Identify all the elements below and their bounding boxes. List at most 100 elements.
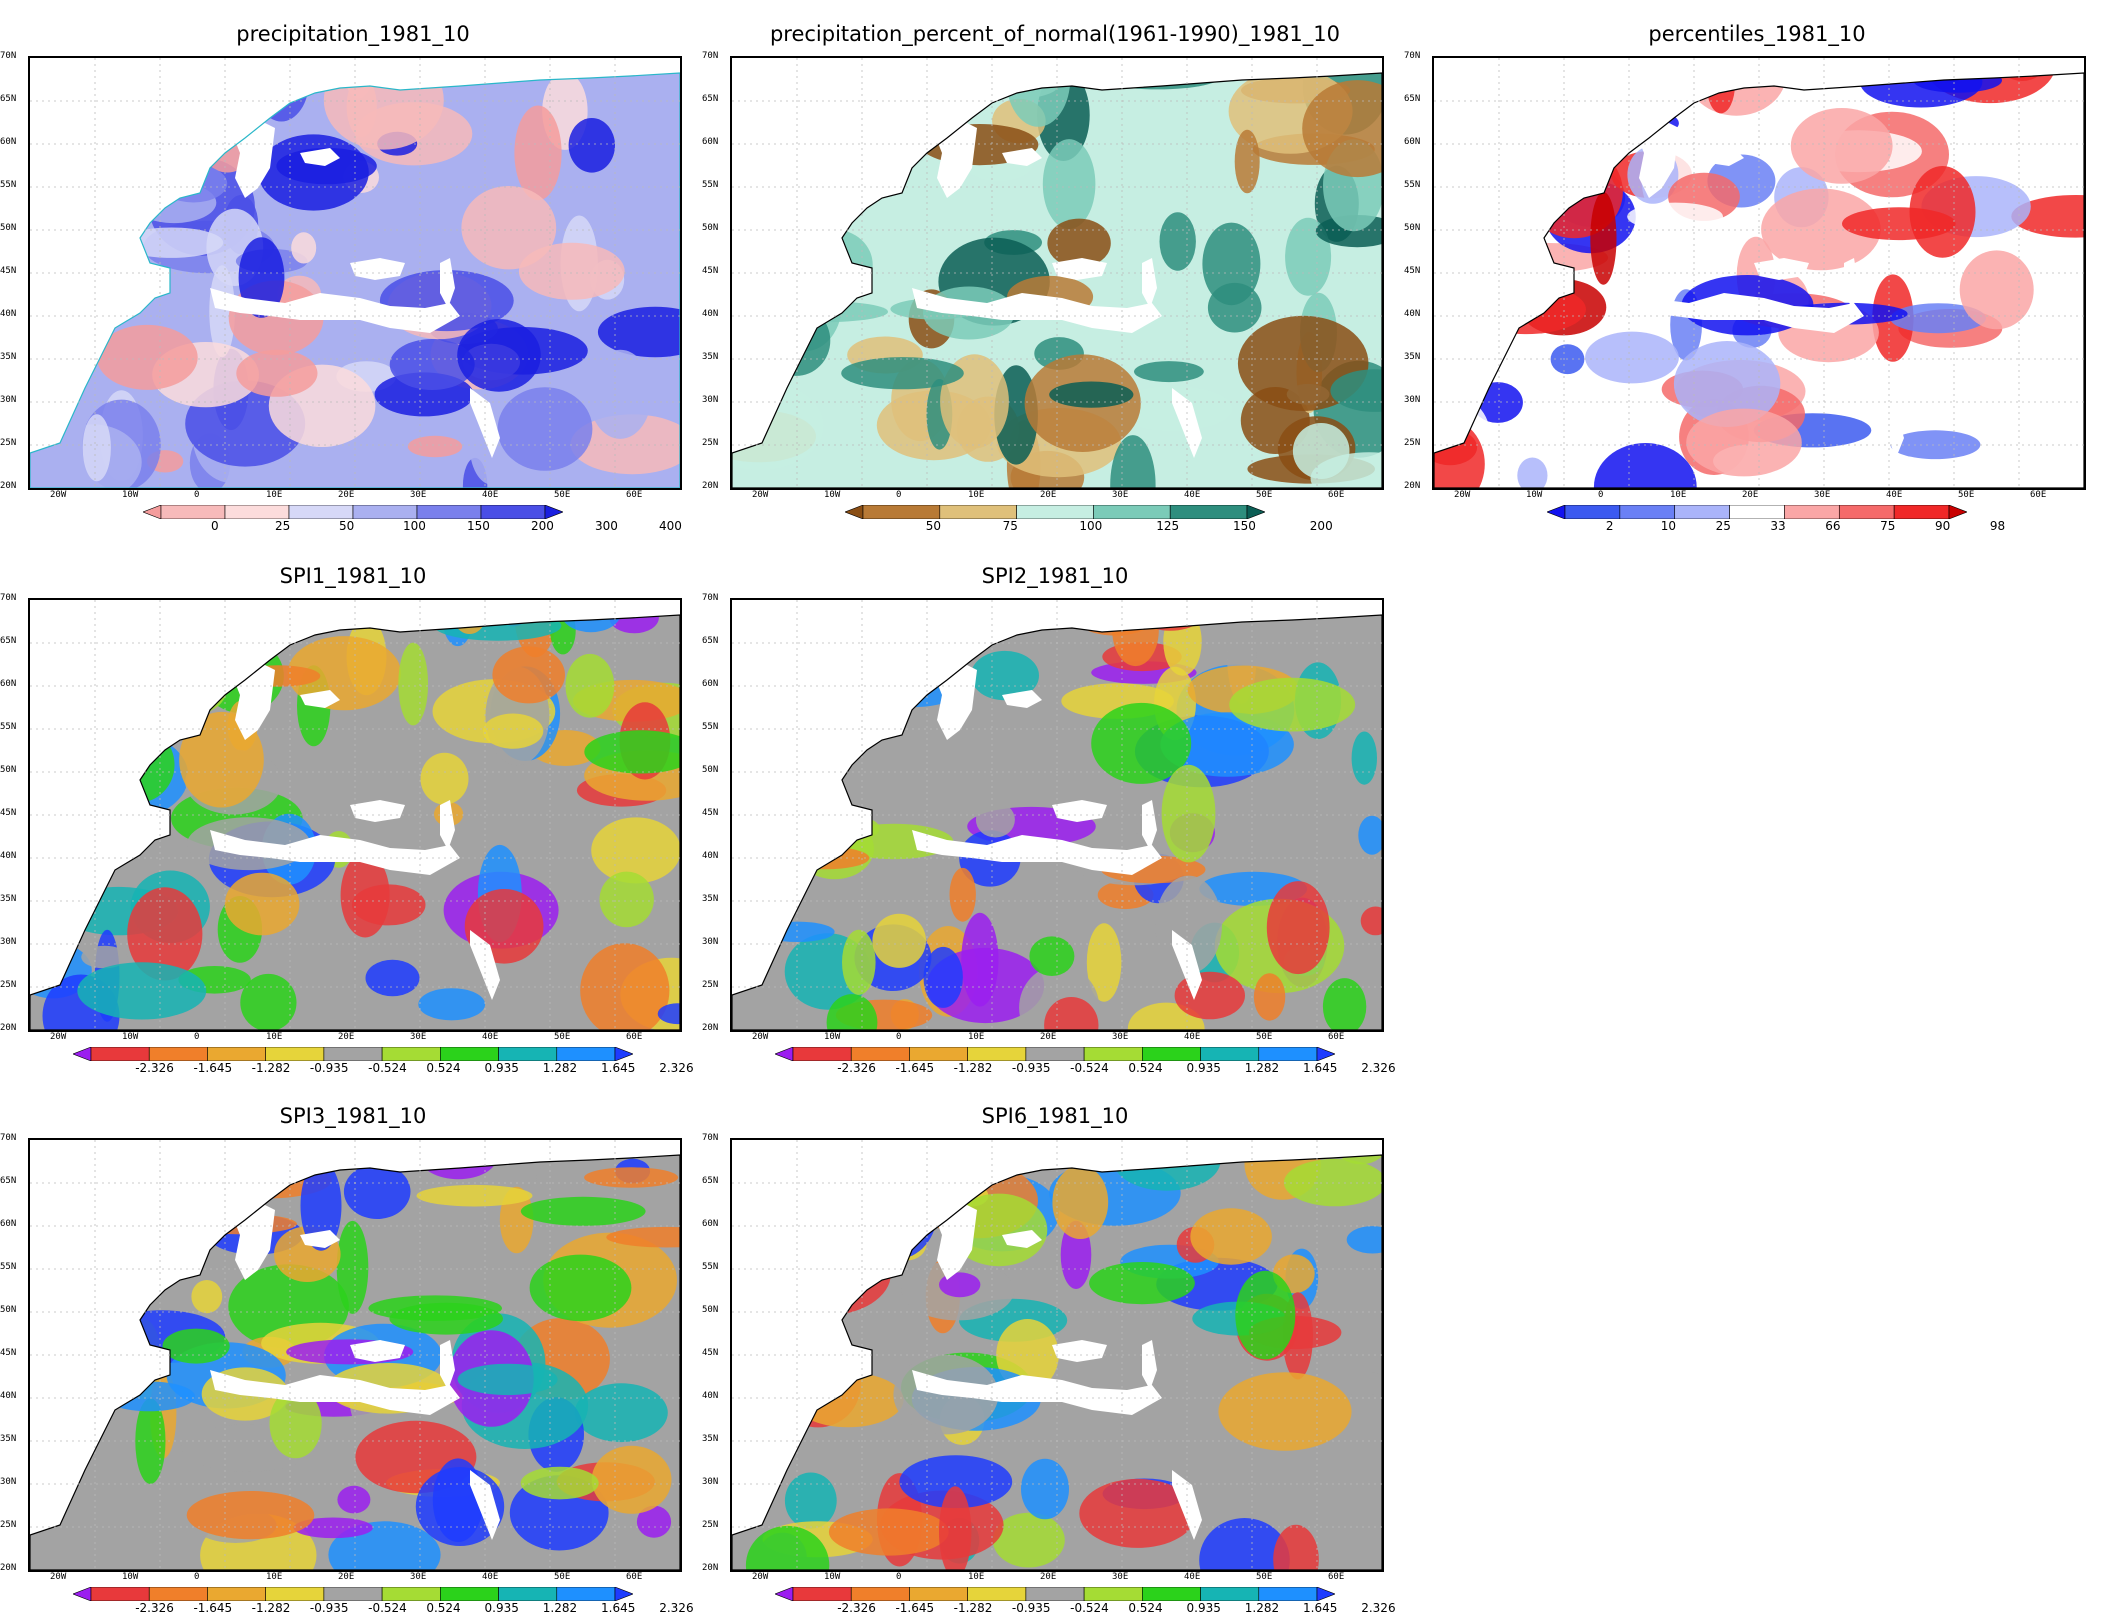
latitude-label: 40N [0, 851, 17, 861]
colorbar-arrow-low [72, 1586, 92, 1602]
latitude-label: 35N [1404, 352, 1421, 362]
colorbar-segment [440, 1046, 499, 1062]
longitude-label: 10W [824, 1032, 841, 1042]
colorbar-segment [90, 1046, 150, 1062]
colorbar-tick-label: -1.645 [895, 1601, 935, 1615]
colorbar-segment [1083, 1586, 1143, 1602]
latitude-label: 50N [0, 765, 17, 775]
panel-spi2: SPI2_1981_10 70N 65N 60N 55N 50N 45N 40N 35N 30N 2… [702, 564, 1396, 1075]
colorbar-tick-label: -2.326 [837, 1601, 876, 1615]
latitude-label: 50N [1404, 223, 1421, 233]
colorbar-segment [498, 1046, 558, 1062]
longitude-label: 10E [968, 1032, 985, 1042]
colorbar-tick-label: 2.326 [659, 1601, 694, 1615]
longitude-label: 10E [968, 490, 985, 500]
longitude-label: 60E [626, 490, 643, 500]
colorbar: 2 10 25 33 66 75 90 98 [1546, 504, 2005, 534]
colorbar-tick-label: 1.645 [1303, 1061, 1338, 1075]
latitude-label: 25N [1404, 438, 1421, 448]
longitude-label: 10E [968, 1572, 985, 1582]
latitude-label: 60N [702, 1219, 719, 1229]
latitude-label: 60N [1404, 137, 1421, 147]
colorbar-segment [1025, 1586, 1085, 1602]
longitude-label: 0 [896, 1572, 902, 1582]
colorbar-segment [967, 1046, 1027, 1062]
latitude-label: 20N [702, 1023, 719, 1033]
latitude-label: 30N [702, 1477, 719, 1487]
latitude-label: 35N [702, 894, 719, 904]
latitude-label: 55N [702, 722, 719, 732]
colorbar-segment [288, 504, 354, 520]
colorbar-tick-label: -0.524 [1070, 1061, 1109, 1075]
colorbar-tick-label: 75 [1880, 519, 1896, 533]
longitude-label: 0 [194, 490, 200, 500]
colorbar-segment [323, 1046, 383, 1062]
colorbar-segment [265, 1586, 325, 1602]
longitude-label: 0 [194, 1572, 200, 1582]
latitude-label: 65N [0, 94, 17, 104]
latitude-label: 35N [702, 1434, 719, 1444]
colorbar-segment [207, 1586, 266, 1602]
longitude-label: 10W [122, 1032, 139, 1042]
colorbar-segment [207, 1046, 266, 1062]
panel-title: SPI6_1981_10 [981, 1104, 1129, 1128]
colorbar-tick-label: -1.282 [251, 1601, 291, 1615]
colorbar-segment [1674, 504, 1730, 520]
panel-percentiles: percentiles_1981_10 70N 65N 60N 55N 50N 45N 40N… [1404, 22, 2086, 533]
longitude-label: 0 [194, 1032, 200, 1042]
longitude-label: 10E [1670, 490, 1687, 500]
latitude-label: 45N [0, 266, 17, 276]
colorbar: -2.326 -1.645 -1.282 -0.935 -0.524 0.524 0.935… [774, 1586, 1396, 1616]
latitude-label: 70N [0, 1133, 17, 1143]
longitude-label: 30E [1112, 1572, 1129, 1582]
map-plot [28, 56, 682, 490]
latitude-label: 50N [702, 1305, 719, 1315]
latitude-label: 30N [0, 395, 17, 405]
colorbar-segment [792, 1586, 852, 1602]
colorbar: -2.326 -1.645 -1.282 -0.935 -0.524 0.524 0.935… [72, 1046, 694, 1076]
latitude-label: 50N [702, 223, 719, 233]
colorbar-tick-label: 1.282 [542, 1601, 578, 1615]
panel-spi3: SPI3_1981_10 70N 65N 60N 55N 50N 45N 40N 35N 30N 2… [0, 1104, 694, 1615]
colorbar-tick-label: -0.524 [368, 1061, 407, 1075]
latitude-label: 70N [0, 51, 17, 61]
colorbar-tick-label: 98 [1989, 519, 2006, 533]
map-plot [730, 56, 1384, 490]
longitude-label: 50E [554, 1032, 571, 1042]
longitude-label: 20W [752, 1572, 769, 1582]
longitude-label: 10W [824, 490, 841, 500]
colorbar-segment [148, 1586, 208, 1602]
colorbar-segment [1619, 504, 1676, 520]
colorbar-segment [556, 1046, 616, 1062]
latitude-label: 25N [0, 1520, 17, 1530]
colorbar-segment [1784, 504, 1840, 520]
colorbar-tick-label: 2 [1605, 519, 1614, 533]
longitude-label: 20W [50, 1032, 67, 1042]
colorbar-segment [850, 1046, 910, 1062]
colorbar-tick-label: 200 [1309, 519, 1333, 533]
colorbar-tick-label: -1.645 [193, 1601, 233, 1615]
latitude-label: 40N [1404, 309, 1421, 319]
longitude-label: 10E [266, 1032, 283, 1042]
colorbar-tick-label: -1.282 [953, 1061, 993, 1075]
colorbar-segment [1142, 1046, 1201, 1062]
colorbar-tick-label: 1.645 [601, 1061, 636, 1075]
colorbar-segment [1016, 504, 1094, 520]
longitude-label: 40E [482, 1572, 499, 1582]
latitude-label: 35N [702, 352, 719, 362]
colorbar-tick-label: -1.282 [251, 1061, 291, 1075]
latitude-label: 20N [1404, 481, 1421, 491]
longitude-label: 0 [1598, 490, 1604, 500]
longitude-label: 10E [266, 490, 283, 500]
longitude-label: 40E [1184, 1572, 1201, 1582]
panel-spi1: SPI1_1981_10 70N 65N 60N 55N 50N 45N 40N 35N 30N 2… [0, 564, 694, 1075]
latitude-label: 70N [702, 51, 719, 61]
longitude-label: 40E [482, 490, 499, 500]
colorbar-tick-label: -1.282 [953, 1601, 993, 1615]
longitude-label: 40E [482, 1032, 499, 1042]
longitude-label: 20W [50, 1572, 67, 1582]
colorbar-segment [850, 1586, 910, 1602]
colorbar-tick-label: 0.524 [426, 1061, 461, 1075]
colorbar-tick-label: 2.326 [659, 1061, 694, 1075]
colorbar-tick-label: 125 [1156, 519, 1180, 533]
